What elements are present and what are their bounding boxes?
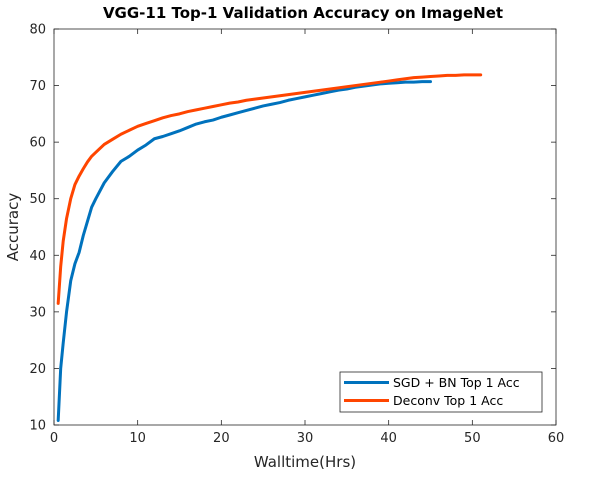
legend-label-sgd-bn: SGD + BN Top 1 Acc [393,375,520,390]
y-tick-label: 60 [29,136,46,151]
x-tick-label: 30 [297,431,314,446]
x-tick-label: 10 [129,431,146,446]
y-tick-label: 50 [29,192,46,207]
plot-area [54,29,556,425]
y-tick-label: 30 [29,305,46,320]
x-tick-label: 20 [213,431,230,446]
x-axis: 0 10 20 30 40 50 60 [50,29,564,446]
x-axis-label: Walltime(Hrs) [254,453,356,471]
x-tick-label: 60 [548,431,565,446]
series-line-sgd-bn [56,80,432,422]
legend-label-deconv: Deconv Top 1 Acc [393,393,503,408]
legend: SGD + BN Top 1 Acc Deconv Top 1 Acc [339,371,543,413]
y-tick-label: 70 [29,79,46,94]
chart-title: VGG-11 Top-1 Validation Accuracy on Imag… [103,4,503,22]
x-tick-label: 50 [464,431,481,446]
y-tick-label: 40 [29,249,46,264]
y-axis-label: Accuracy [4,193,22,262]
y-axis: 10 20 30 40 50 60 70 80 [29,23,556,434]
plot-frame [53,28,557,426]
y-tick-label: 80 [29,23,46,38]
series-line-deconv [56,73,483,305]
x-tick-label: 0 [50,431,58,446]
legend-box [339,371,543,413]
y-tick-label: 10 [29,419,46,434]
x-tick-label: 40 [380,431,397,446]
series-layer [56,73,483,422]
y-tick-label: 20 [29,362,46,377]
